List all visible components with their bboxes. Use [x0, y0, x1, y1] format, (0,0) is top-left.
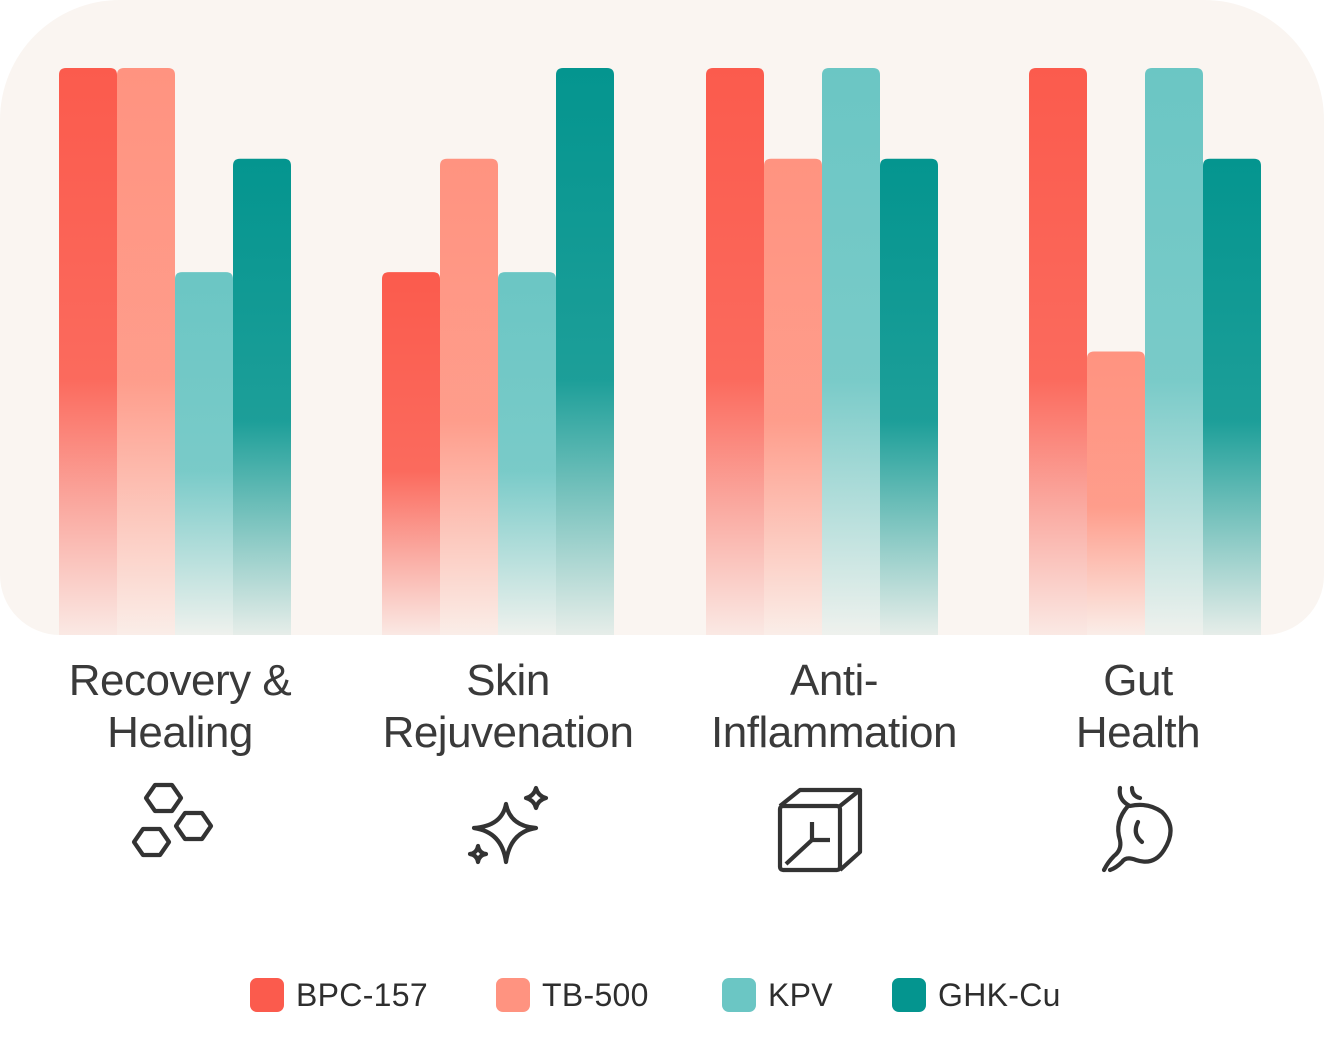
legend-swatch: [892, 978, 926, 1012]
bar-chart: [59, 68, 1261, 635]
bar-ghkcu-1: [556, 68, 614, 635]
legend-item-tb500: TB-500: [496, 975, 649, 1015]
hexagons-icon: [126, 782, 222, 878]
bar-tb500-0: [117, 68, 175, 635]
bar-tb500-1: [440, 158, 498, 635]
chart-panel: [0, 0, 1324, 635]
bar-kpv-1: [498, 272, 556, 635]
bar-bpc157-0: [59, 68, 117, 635]
category-label-gut: Gut Health: [1075, 656, 1201, 757]
bar-kpv-2: [822, 68, 880, 635]
legend-swatch: [250, 978, 284, 1012]
legend-item-kpv: KPV: [722, 975, 833, 1015]
bar-ghkcu-3: [1203, 158, 1261, 635]
legend-swatch: [722, 978, 756, 1012]
legend-label: GHK-Cu: [938, 976, 1061, 1013]
legend-label: BPC-157: [296, 976, 428, 1013]
category-label-recovery: Recovery & Healing: [68, 656, 292, 757]
bar-bpc157-1: [382, 272, 440, 635]
legend-label: TB-500: [542, 976, 649, 1013]
category-label-skin: Skin Rejuvenation: [382, 656, 634, 757]
legend-item-ghkcu: GHK-Cu: [892, 975, 1061, 1015]
bar-tb500-3: [1087, 351, 1145, 635]
cube-icon: [772, 782, 868, 878]
bar-kpv-3: [1145, 68, 1203, 635]
stomach-icon: [1092, 782, 1188, 878]
legend: BPC-157 TB-500 KPV GHK-Cu: [0, 975, 1324, 1015]
legend-label: KPV: [768, 976, 833, 1013]
legend-swatch: [496, 978, 530, 1012]
bar-kpv-0: [175, 272, 233, 635]
category-label-inflammation: Anti- Inflammation: [711, 656, 957, 757]
sparkle-icon: [460, 782, 556, 878]
bar-bpc157-2: [706, 68, 764, 635]
bar-ghkcu-2: [880, 158, 938, 635]
bar-tb500-2: [764, 158, 822, 635]
legend-item-bpc157: BPC-157: [250, 975, 428, 1015]
bar-bpc157-3: [1029, 68, 1087, 635]
bar-ghkcu-0: [233, 158, 291, 635]
